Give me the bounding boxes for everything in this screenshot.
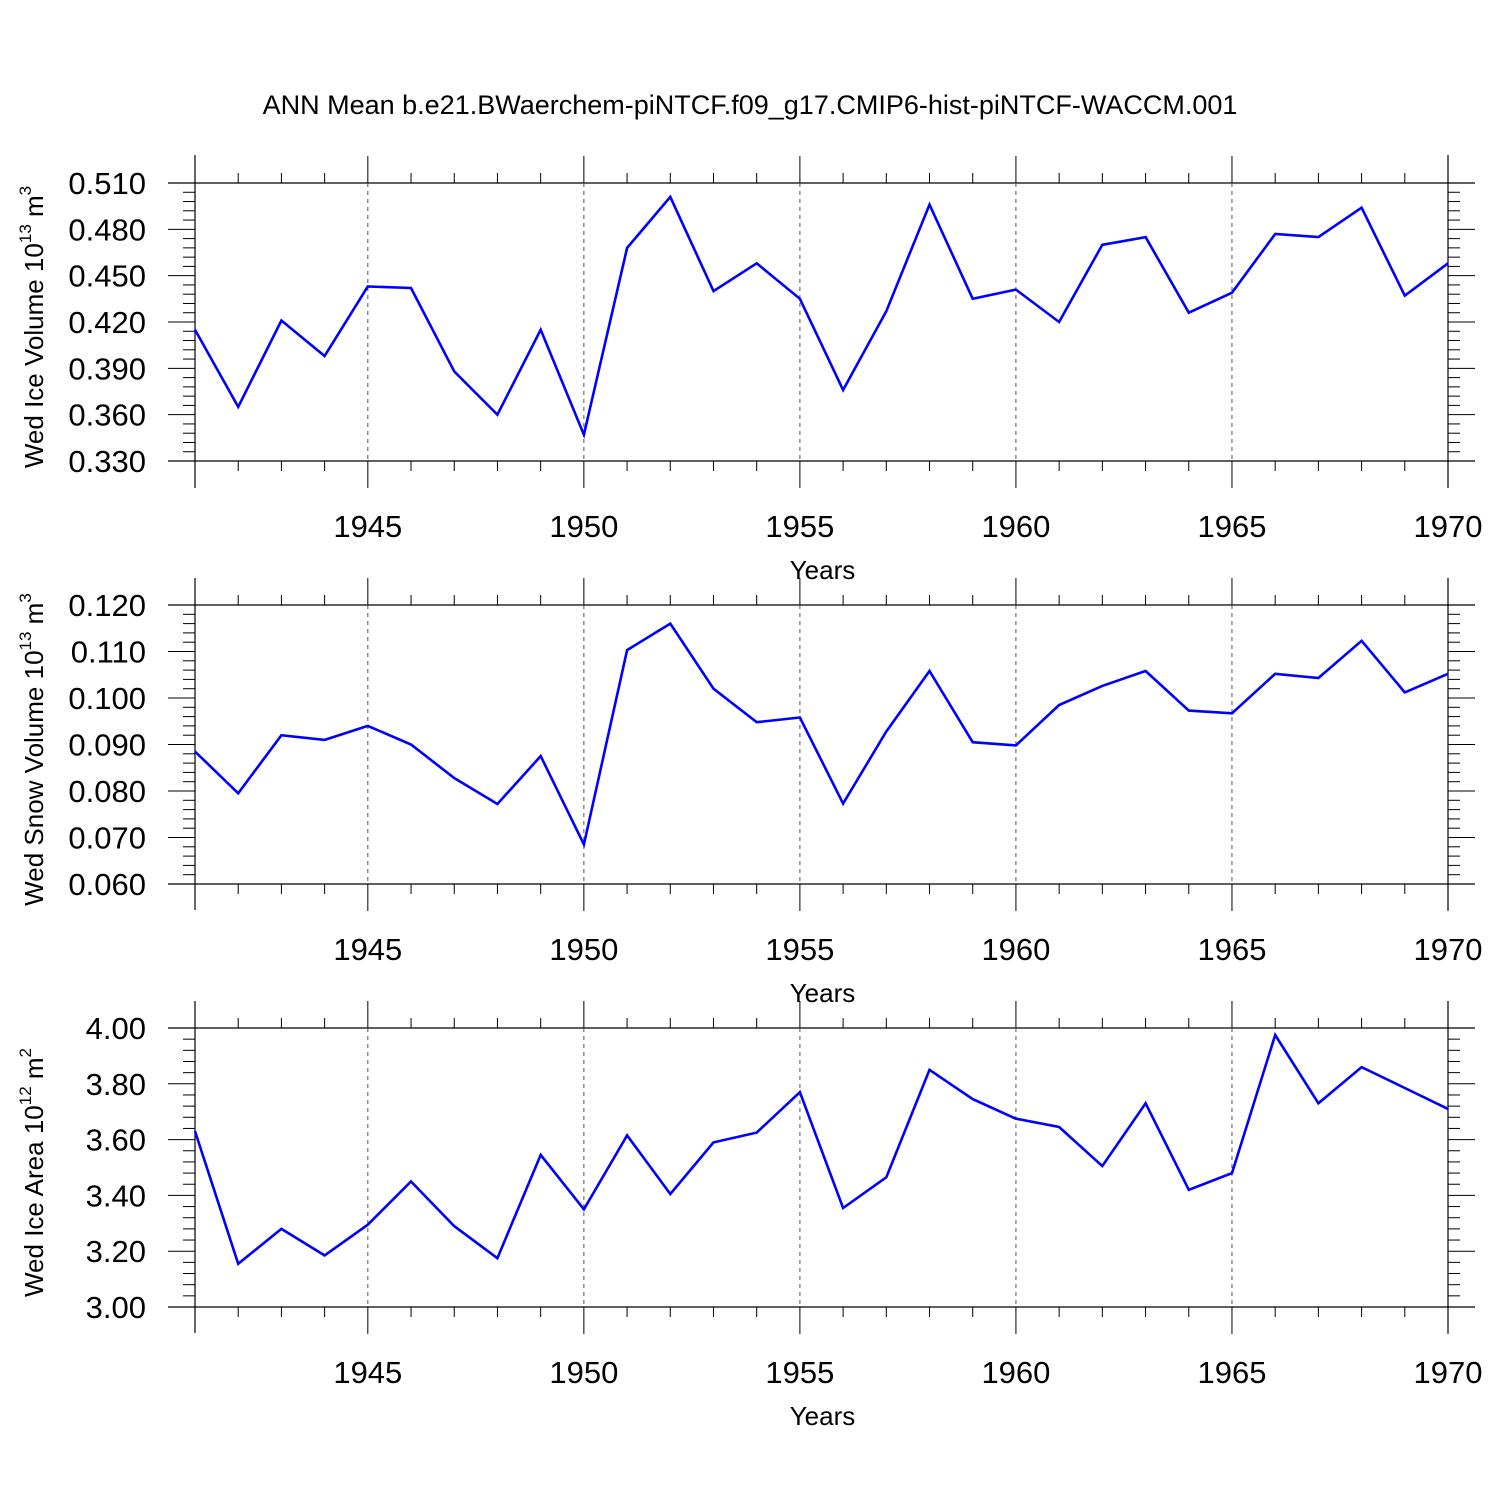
y-tick-label: 4.00 xyxy=(86,1011,146,1046)
x-tick-label: 1965 xyxy=(1197,509,1266,544)
x-tick-label: 1945 xyxy=(333,932,402,967)
y-tick-label: 0.450 xyxy=(68,259,146,294)
y-tick-label: 0.060 xyxy=(68,867,146,902)
y-tick-label: 3.40 xyxy=(86,1178,146,1213)
series-line xyxy=(193,194,1449,439)
x-tick-label: 1960 xyxy=(981,1355,1050,1390)
x-tick-label: 1945 xyxy=(333,1355,402,1390)
chart-panel-3: 3.00 3.20 3.40 3.60 3.80 4.00 1945 1950 1955 1960… xyxy=(16,1001,1482,1431)
y-tick-label: 0.510 xyxy=(68,166,146,201)
y-axis-label: Wed Ice Area 1012 m2 xyxy=(16,1048,49,1297)
x-tick-label: 1950 xyxy=(549,509,618,544)
y-tick-label: 0.070 xyxy=(68,821,146,856)
y-tick-label: 0.330 xyxy=(68,444,146,479)
x-tick-label: 1970 xyxy=(1414,932,1483,967)
y-tick-label: 0.420 xyxy=(68,305,146,340)
x-tick-label: 1965 xyxy=(1197,932,1266,967)
y-tick-label: 3.00 xyxy=(86,1290,146,1325)
x-tick-label: 1955 xyxy=(765,932,834,967)
y-tick-label: 0.390 xyxy=(68,351,146,386)
x-axis-label: Years xyxy=(790,978,856,1008)
y-tick-label: 0.080 xyxy=(68,774,146,809)
x-tick-label: 1970 xyxy=(1414,509,1483,544)
series-line xyxy=(193,1031,1449,1266)
x-tick-label: 1955 xyxy=(765,1355,834,1390)
y-tick-label: 3.20 xyxy=(86,1234,146,1269)
x-tick-label: 1965 xyxy=(1197,1355,1266,1390)
x-tick-label: 1955 xyxy=(765,509,834,544)
chart-panel-2: 0.060 0.070 0.080 0.090 0.100 0.110 0.120 1945 1… xyxy=(16,578,1482,1008)
y-tick-label: 0.120 xyxy=(68,588,146,623)
x-tick-label: 1960 xyxy=(981,509,1050,544)
x-tick-label: 1945 xyxy=(333,509,402,544)
y-tick-label: 0.480 xyxy=(68,212,146,247)
y-tick-label: 3.80 xyxy=(86,1067,146,1102)
x-tick-label: 1950 xyxy=(549,932,618,967)
series-line xyxy=(194,621,1449,849)
x-tick-label: 1960 xyxy=(981,932,1050,967)
y-axis-label: Wed Ice Volume 1013 m3 xyxy=(16,186,49,468)
y-tick-label: 0.100 xyxy=(68,681,146,716)
x-tick-label: 1950 xyxy=(549,1355,618,1390)
y-axis-label: Wed Snow Volume 1013 m3 xyxy=(16,593,49,906)
y-tick-label: 0.110 xyxy=(71,635,146,670)
x-axis-label: Years xyxy=(790,555,856,585)
y-tick-label: 0.090 xyxy=(68,728,146,763)
y-tick-label: 0.360 xyxy=(68,398,146,433)
x-tick-label: 1970 xyxy=(1414,1355,1483,1390)
chart-panel-1: 0.330 0.360 0.390 0.420 0.450 0.480 0.510 1945 1… xyxy=(16,155,1482,585)
chart-title: ANN Mean b.e21.BWaerchem-piNTCF.f09_g17.… xyxy=(262,90,1238,120)
y-tick-label: 3.60 xyxy=(86,1123,146,1158)
x-axis-label: Years xyxy=(790,1401,856,1431)
